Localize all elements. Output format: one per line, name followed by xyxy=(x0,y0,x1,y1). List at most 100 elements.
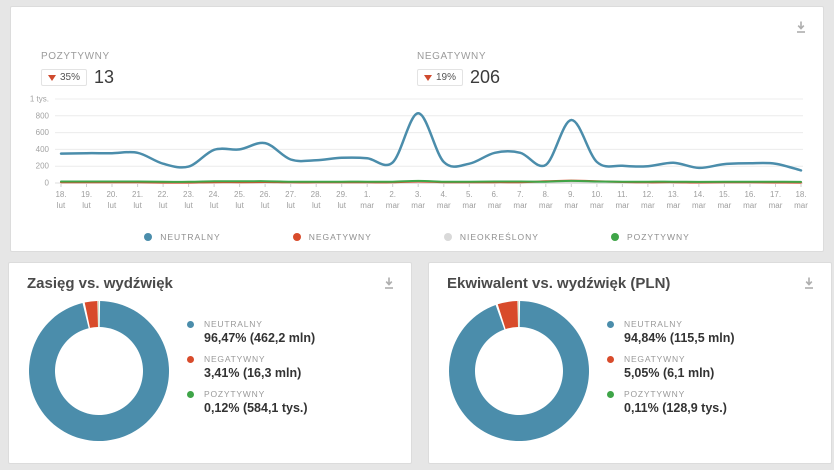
svg-text:mar: mar xyxy=(743,201,757,210)
panel-title: Ekwiwalent vs. wydźwięk (PLN) xyxy=(447,275,671,292)
legend-label: NEUTRALNY xyxy=(624,319,683,329)
svg-text:mar: mar xyxy=(564,201,578,210)
svg-text:24.: 24. xyxy=(209,190,220,199)
svg-text:6.: 6. xyxy=(491,190,498,199)
change-percent: 35% xyxy=(60,72,81,83)
legend-pct: 0,11% xyxy=(624,401,659,415)
legend-item-negatywny[interactable]: NEGATYWNY xyxy=(292,232,372,242)
series-dot-icon xyxy=(610,233,619,241)
legend-label: NEUTRALNY xyxy=(204,319,263,329)
download-button[interactable] xyxy=(799,273,819,293)
legend-value: (462,2 mln) xyxy=(249,331,316,345)
svg-text:lut: lut xyxy=(82,201,91,210)
svg-text:mar: mar xyxy=(386,201,400,210)
svg-text:18.: 18. xyxy=(795,190,806,199)
legend-pct: 5,05% xyxy=(624,366,660,380)
legend-item-negatywny: NEGATYWNY 3,41% (16,3 mln) xyxy=(187,354,315,380)
negative-dot-icon xyxy=(607,356,614,363)
svg-text:9.: 9. xyxy=(568,190,575,199)
download-button[interactable] xyxy=(379,273,399,293)
svg-text:29.: 29. xyxy=(336,190,347,199)
svg-text:0: 0 xyxy=(45,179,50,188)
stat-pozytywny: POZYTYWNY 35% 13 xyxy=(41,51,114,88)
svg-text:1 tys.: 1 tys. xyxy=(30,95,49,104)
svg-text:26.: 26. xyxy=(260,190,271,199)
svg-text:1.: 1. xyxy=(364,190,371,199)
svg-text:18.: 18. xyxy=(55,190,66,199)
svg-text:lut: lut xyxy=(184,201,193,210)
svg-text:lut: lut xyxy=(159,201,168,210)
download-icon xyxy=(805,277,813,289)
svg-text:lut: lut xyxy=(337,201,346,210)
svg-text:lut: lut xyxy=(286,201,295,210)
stat-negatywny: NEGATYWNY 19% 206 xyxy=(417,51,500,88)
series-dot-icon xyxy=(292,233,301,241)
legend-item-pozytywny[interactable]: POZYTYWNY xyxy=(610,232,690,242)
svg-text:mar: mar xyxy=(616,201,630,210)
svg-text:mar: mar xyxy=(769,201,783,210)
svg-text:mar: mar xyxy=(513,201,527,210)
change-badge: 35% xyxy=(41,69,88,86)
svg-text:21.: 21. xyxy=(132,190,143,199)
line-chart-area: 0 200 400 600 800 1 tys. 18. lut 19. lut 20. lut 21.… xyxy=(15,91,821,226)
svg-text:28.: 28. xyxy=(311,190,322,199)
legend-label: NIEOKREŚLONY xyxy=(459,232,539,242)
svg-text:8.: 8. xyxy=(542,190,549,199)
legend-label: POZYTYWNY xyxy=(624,389,686,399)
trend-down-icon xyxy=(424,74,432,81)
legend-value: (6,1 mln) xyxy=(662,366,715,380)
svg-text:mar: mar xyxy=(437,201,451,210)
svg-text:19.: 19. xyxy=(81,190,92,199)
equivalent-vs-sentiment-panel: Ekwiwalent vs. wydźwięk (PLN) NEUTRALNY … xyxy=(428,262,832,464)
svg-text:mar: mar xyxy=(641,201,655,210)
svg-text:17.: 17. xyxy=(770,190,781,199)
legend-label: NEUTRALNY xyxy=(160,232,221,242)
svg-text:mar: mar xyxy=(539,201,553,210)
legend-label: NEGATYWNY xyxy=(624,354,686,364)
legend-item-neutralny: NEUTRALNY 94,84% (115,5 mln) xyxy=(607,319,735,345)
chart-legend: NEUTRALNY NEGATYWNY NIEOKREŚLONY POZYTYWNY xyxy=(11,232,823,242)
stat-value: 206 xyxy=(470,67,501,87)
stat-label: NEGATYWNY xyxy=(417,51,487,62)
svg-text:mar: mar xyxy=(462,201,476,210)
donut-chart-equivalent xyxy=(443,295,595,447)
svg-text:800: 800 xyxy=(36,111,50,120)
legend-item-neutralny[interactable]: NEUTRALNY xyxy=(144,232,220,242)
stat-label: POZYTYWNY xyxy=(41,51,110,62)
svg-text:22.: 22. xyxy=(158,190,169,199)
svg-text:20.: 20. xyxy=(106,190,117,199)
legend-item-neutralny: NEUTRALNY 96,47% (462,2 mln) xyxy=(187,319,315,345)
sentiment-timeseries-panel: POZYTYWNY 35% 13 NEGATYWNY 19% 206 0 200 4… xyxy=(10,6,824,252)
line-chart: 0 200 400 600 800 1 tys. 18. lut 19. lut 20. lut 21.… xyxy=(30,95,808,211)
legend-value: (584,1 tys.) xyxy=(242,401,308,415)
svg-text:400: 400 xyxy=(36,145,50,154)
svg-text:lut: lut xyxy=(261,201,270,210)
stat-value: 13 xyxy=(94,67,115,87)
svg-text:mar: mar xyxy=(590,201,604,210)
svg-text:mar: mar xyxy=(360,201,374,210)
svg-text:mar: mar xyxy=(488,201,502,210)
svg-text:lut: lut xyxy=(210,201,219,210)
download-icon xyxy=(385,277,393,289)
download-button[interactable] xyxy=(791,17,811,37)
svg-text:mar: mar xyxy=(794,201,808,210)
svg-text:5.: 5. xyxy=(466,190,473,199)
svg-text:25.: 25. xyxy=(234,190,245,199)
svg-text:7.: 7. xyxy=(517,190,524,199)
svg-text:13.: 13. xyxy=(668,190,679,199)
svg-text:27.: 27. xyxy=(285,190,296,199)
svg-text:mar: mar xyxy=(692,201,706,210)
legend-label: POZYTYWNY xyxy=(204,389,266,399)
legend-pct: 94,84% xyxy=(624,331,667,345)
svg-text:mar: mar xyxy=(411,201,425,210)
svg-text:lut: lut xyxy=(312,201,321,210)
legend-item-nieokreślony[interactable]: NIEOKREŚLONY xyxy=(443,232,539,242)
legend-item-negatywny: NEGATYWNY 5,05% (6,1 mln) xyxy=(607,354,735,380)
legend-value: (16,3 mln) xyxy=(242,366,302,380)
svg-text:lut: lut xyxy=(108,201,117,210)
svg-text:3.: 3. xyxy=(415,190,422,199)
neutral-dot-icon xyxy=(187,321,194,328)
change-percent: 19% xyxy=(436,72,457,83)
legend-pct: 0,12% xyxy=(204,401,240,415)
